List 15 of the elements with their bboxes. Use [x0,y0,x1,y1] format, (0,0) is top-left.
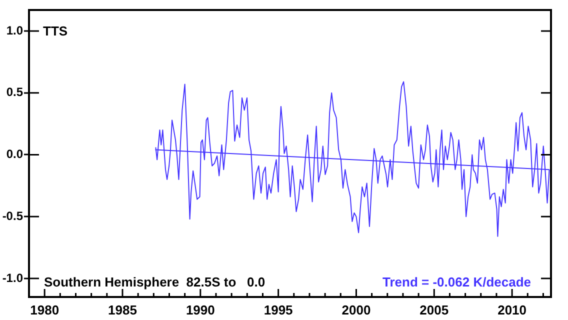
x-tick-label: 1995 [264,302,293,318]
x-tick-label: 2005 [420,302,449,318]
y-tick-label: -0.5 [2,208,24,223]
annotation: TTS [43,24,68,39]
y-tick-label: 0.0 [6,147,24,162]
annotation: Trend = -0.062 K/decade [382,274,531,290]
annotation: Southern Hemisphere 82.5S to 0.0 [44,274,266,290]
x-tick-label: 2010 [498,302,527,318]
y-tick-label: -1.0 [2,270,24,285]
x-tick-label: 1980 [30,302,60,318]
y-tick-label: 1.0 [6,23,24,38]
y-tick-label: 0.5 [6,85,24,100]
x-tick-label: 2000 [342,302,371,318]
x-tick-label: 1990 [186,302,215,318]
x-tick-label: 1985 [108,302,137,318]
